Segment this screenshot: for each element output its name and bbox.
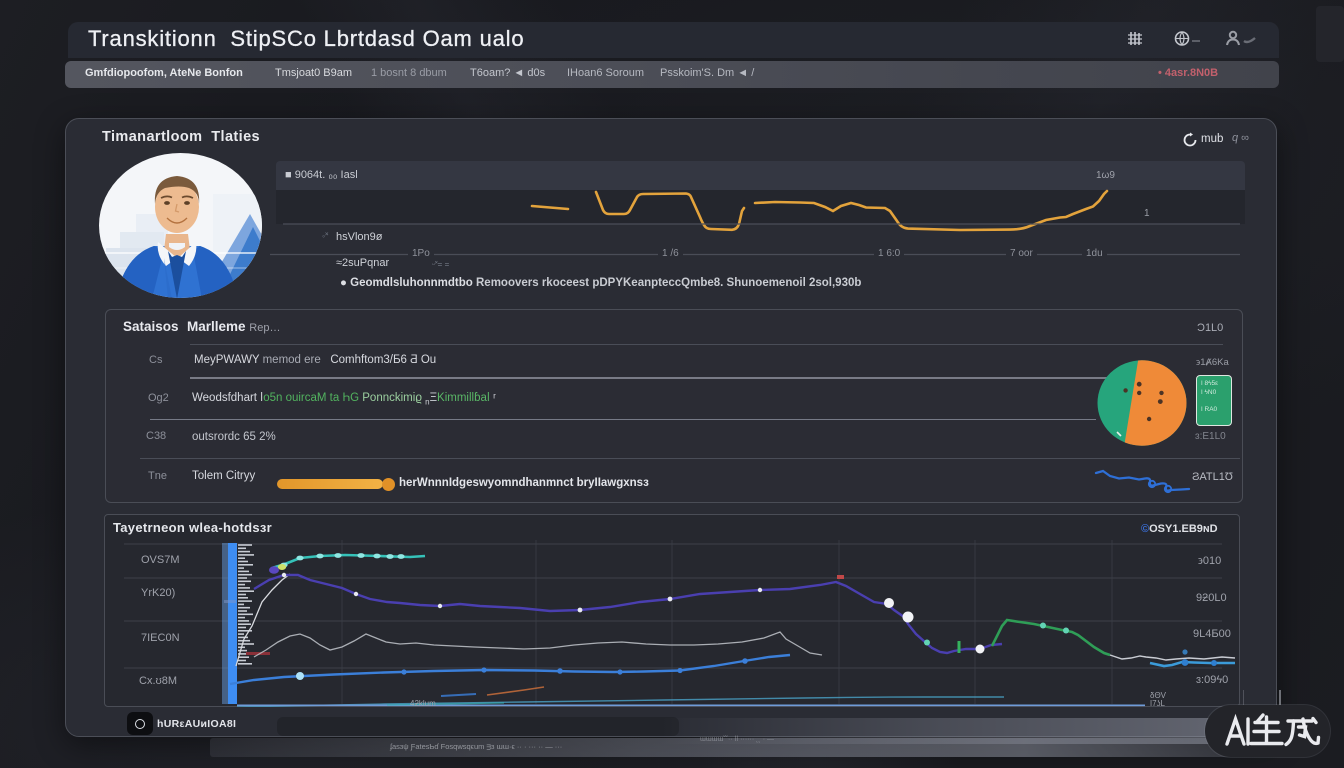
svg-text:δΘV: δΘV: [1150, 691, 1167, 700]
svg-text:4ƻklum: 4ƻklum: [410, 699, 436, 707]
svg-text:ǀ7ʖL: ǀ7ʖL: [1150, 699, 1166, 707]
svg-text:1: 1: [1144, 208, 1150, 219]
